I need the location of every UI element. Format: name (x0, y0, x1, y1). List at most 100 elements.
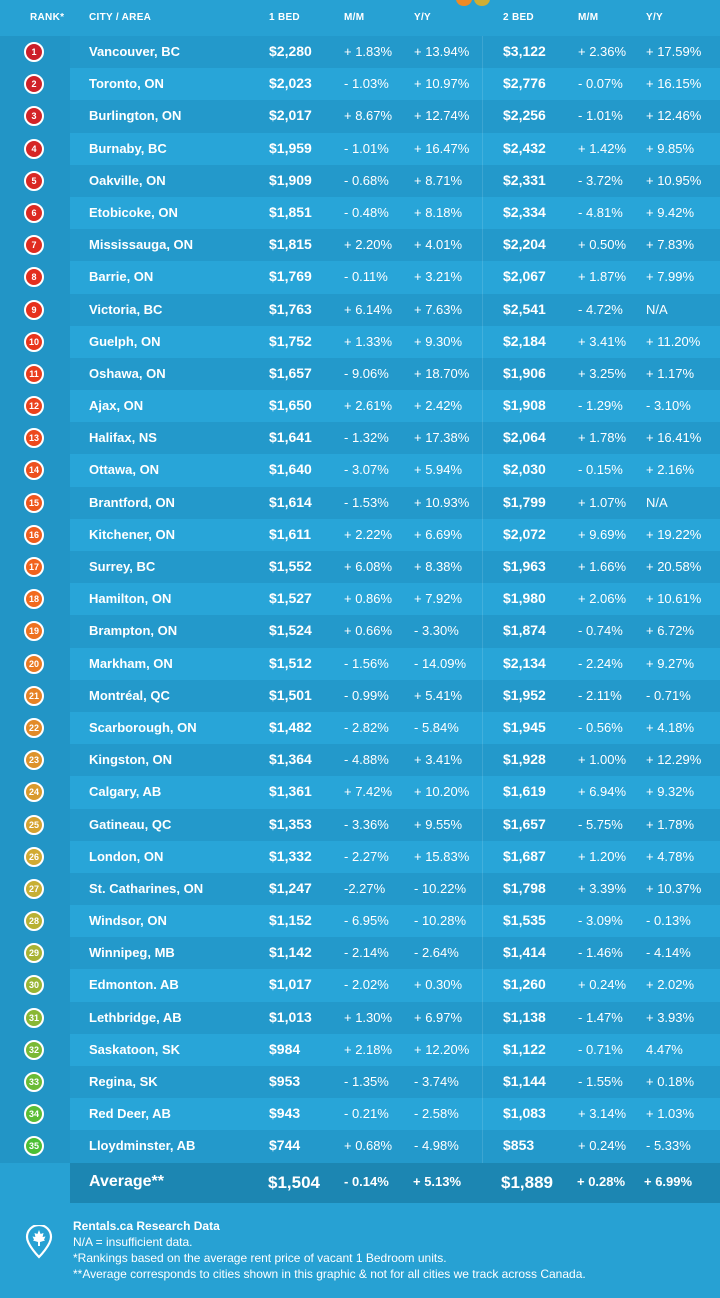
footer-note: **Average corresponds to cities shown in… (73, 1267, 586, 1281)
table-row: 30 Edmonton. AB $1,017 - 2.02% + 0.30% $1,260… (0, 969, 720, 1002)
rank-badge: 21 (24, 685, 44, 706)
rent-2-bed: $1,963 (503, 558, 546, 574)
change-yy-1-bed: + 12.74% (414, 108, 470, 124)
change-yy-1-bed: + 5.41% (414, 687, 463, 703)
change-yy-1-bed: + 8.38% (414, 559, 463, 574)
rent-2-bed: $2,776 (503, 75, 546, 92)
column-divider (482, 711, 483, 745)
table-row: 27 St. Catharines, ON $1,247 -2.27% - 10.22%… (0, 872, 720, 906)
change-yy-1-bed: - 2.58% (414, 1106, 459, 1122)
rent-1-bed: $1,017 (269, 976, 312, 993)
change-mm-1-bed: - 2.14% (344, 945, 389, 961)
header-city: CITY / AREA (89, 12, 152, 23)
change-yy-2-bed: + 2.16% (646, 462, 695, 478)
table-row: 2 Toronto, ON $2,023 - 1.03% + 10.97% $2,776 -… (0, 68, 720, 101)
change-mm-2-bed: + 1.66% (578, 559, 627, 574)
row-background (70, 293, 720, 326)
change-mm-1-bed: - 1.53% (344, 494, 389, 510)
city-name: St. Catharines, ON (89, 880, 204, 896)
rent-2-bed: $3,122 (503, 43, 546, 59)
average-1-bed: $1,504 (268, 1173, 320, 1192)
footer-note: N/A = insufficient data. (73, 1235, 193, 1249)
city-name: Regina, SK (89, 1074, 158, 1089)
change-yy-1-bed: + 3.41% (414, 752, 463, 768)
row-background (70, 390, 720, 423)
rent-1-bed: $1,482 (269, 718, 312, 735)
change-yy-1-bed: - 3.74% (414, 1074, 459, 1089)
change-mm-1-bed: - 2.82% (344, 719, 389, 735)
column-divider (482, 100, 483, 133)
rank-badge: 28 (24, 911, 44, 932)
rank-badge: 14 (24, 460, 44, 481)
change-mm-2-bed: + 1.07% (578, 494, 627, 510)
table-row: 8 Barrie, ON $1,769 - 0.11% + 3.21% $2,067 + 1… (0, 261, 720, 294)
city-name: London, ON (89, 848, 164, 864)
rent-1-bed: $1,769 (269, 268, 312, 285)
change-yy-1-bed: - 4.98% (414, 1138, 459, 1154)
row-background (70, 905, 720, 938)
table-row: 33 Regina, SK $953 - 1.35% - 3.74% $1,144 - 1.… (0, 1066, 720, 1099)
rent-1-bed: $1,501 (269, 686, 312, 703)
change-mm-1-bed: - 0.21% (344, 1106, 389, 1122)
rank-badge: 6 (24, 202, 44, 223)
rent-1-bed: $2,280 (269, 43, 312, 59)
footer-note: *Rankings based on the average rent pric… (73, 1251, 447, 1265)
table-row: 1 Vancouver, BC $2,280 + 1.83% + 13.94% $3,12… (0, 36, 720, 69)
rent-2-bed: $1,798 (503, 879, 546, 896)
table-row: 34 Red Deer, AB $943 - 0.21% - 2.58% $1,083 + … (0, 1098, 720, 1131)
header-yy-1-bed: Y/Y (414, 12, 432, 23)
change-yy-2-bed: + 19.22% (646, 526, 702, 542)
row-background (70, 808, 720, 841)
change-yy-2-bed: - 0.71% (646, 687, 691, 703)
row-background (70, 100, 720, 133)
change-yy-1-bed: - 3.30% (414, 623, 459, 639)
change-mm-1-bed: - 9.06% (344, 365, 389, 381)
row-background (70, 1066, 720, 1099)
rent-1-bed: $2,017 (269, 107, 312, 124)
change-mm-2-bed: + 2.06% (578, 591, 627, 607)
rent-2-bed: $1,687 (503, 847, 546, 864)
change-mm-1-bed: - 2.27% (344, 848, 389, 864)
rank-badge: 35 (24, 1136, 44, 1157)
rent-1-bed: $984 (269, 1040, 301, 1057)
rank-badge: 20 (24, 653, 44, 674)
change-mm-1-bed: + 0.86% (344, 591, 393, 607)
partial-medal-icon (474, 0, 490, 6)
table-row: 14 Ottawa, ON $1,640 - 3.07% + 5.94% $2,030 - … (0, 454, 720, 487)
rent-2-bed: $2,030 (503, 461, 546, 478)
rent-2-bed: $1,619 (503, 783, 546, 800)
change-yy-1-bed: + 4.01% (414, 237, 463, 253)
column-divider (482, 744, 483, 777)
rent-1-bed: $1,752 (269, 332, 312, 349)
row-background (70, 132, 720, 165)
change-yy-2-bed: + 9.27% (646, 655, 695, 671)
change-yy-2-bed: 4.47% (646, 1041, 683, 1057)
change-mm-1-bed: + 0.66% (344, 623, 393, 639)
change-yy-1-bed: + 6.69% (414, 526, 463, 542)
city-name: Vancouver, BC (89, 44, 181, 59)
change-yy-2-bed: + 7.83% (646, 237, 695, 253)
rank-badge: 10 (24, 331, 44, 352)
table-row: 18 Hamilton, ON $1,527 + 0.86% + 7.92% $1,980… (0, 583, 720, 616)
change-mm-1-bed: + 7.42% (344, 784, 393, 800)
change-yy-1-bed: + 8.71% (414, 172, 463, 188)
change-yy-1-bed: + 0.30% (414, 977, 463, 993)
rank-badge: 16 (24, 524, 44, 545)
change-yy-2-bed: + 10.61% (646, 591, 702, 607)
rent-2-bed: $1,657 (503, 815, 546, 832)
change-yy-2-bed: + 3.93% (646, 1009, 695, 1025)
change-yy-2-bed: + 20.58% (646, 559, 702, 574)
column-divider (482, 679, 483, 712)
header-mm-2-bed: M/M (578, 12, 599, 23)
rent-1-bed: $1,611 (269, 525, 312, 542)
city-name: Barrie, ON (89, 269, 154, 285)
column-divider (482, 261, 483, 294)
row-background (70, 36, 720, 69)
rank-badge: 13 (24, 428, 44, 449)
change-yy-1-bed: + 6.97% (414, 1009, 463, 1025)
average-2-bed: $1,889 (501, 1173, 553, 1192)
change-yy-2-bed: + 7.99% (646, 269, 695, 285)
rent-2-bed: $2,184 (503, 332, 546, 349)
change-mm-2-bed: + 3.39% (578, 880, 627, 896)
rent-1-bed: $1,614 (269, 493, 312, 510)
